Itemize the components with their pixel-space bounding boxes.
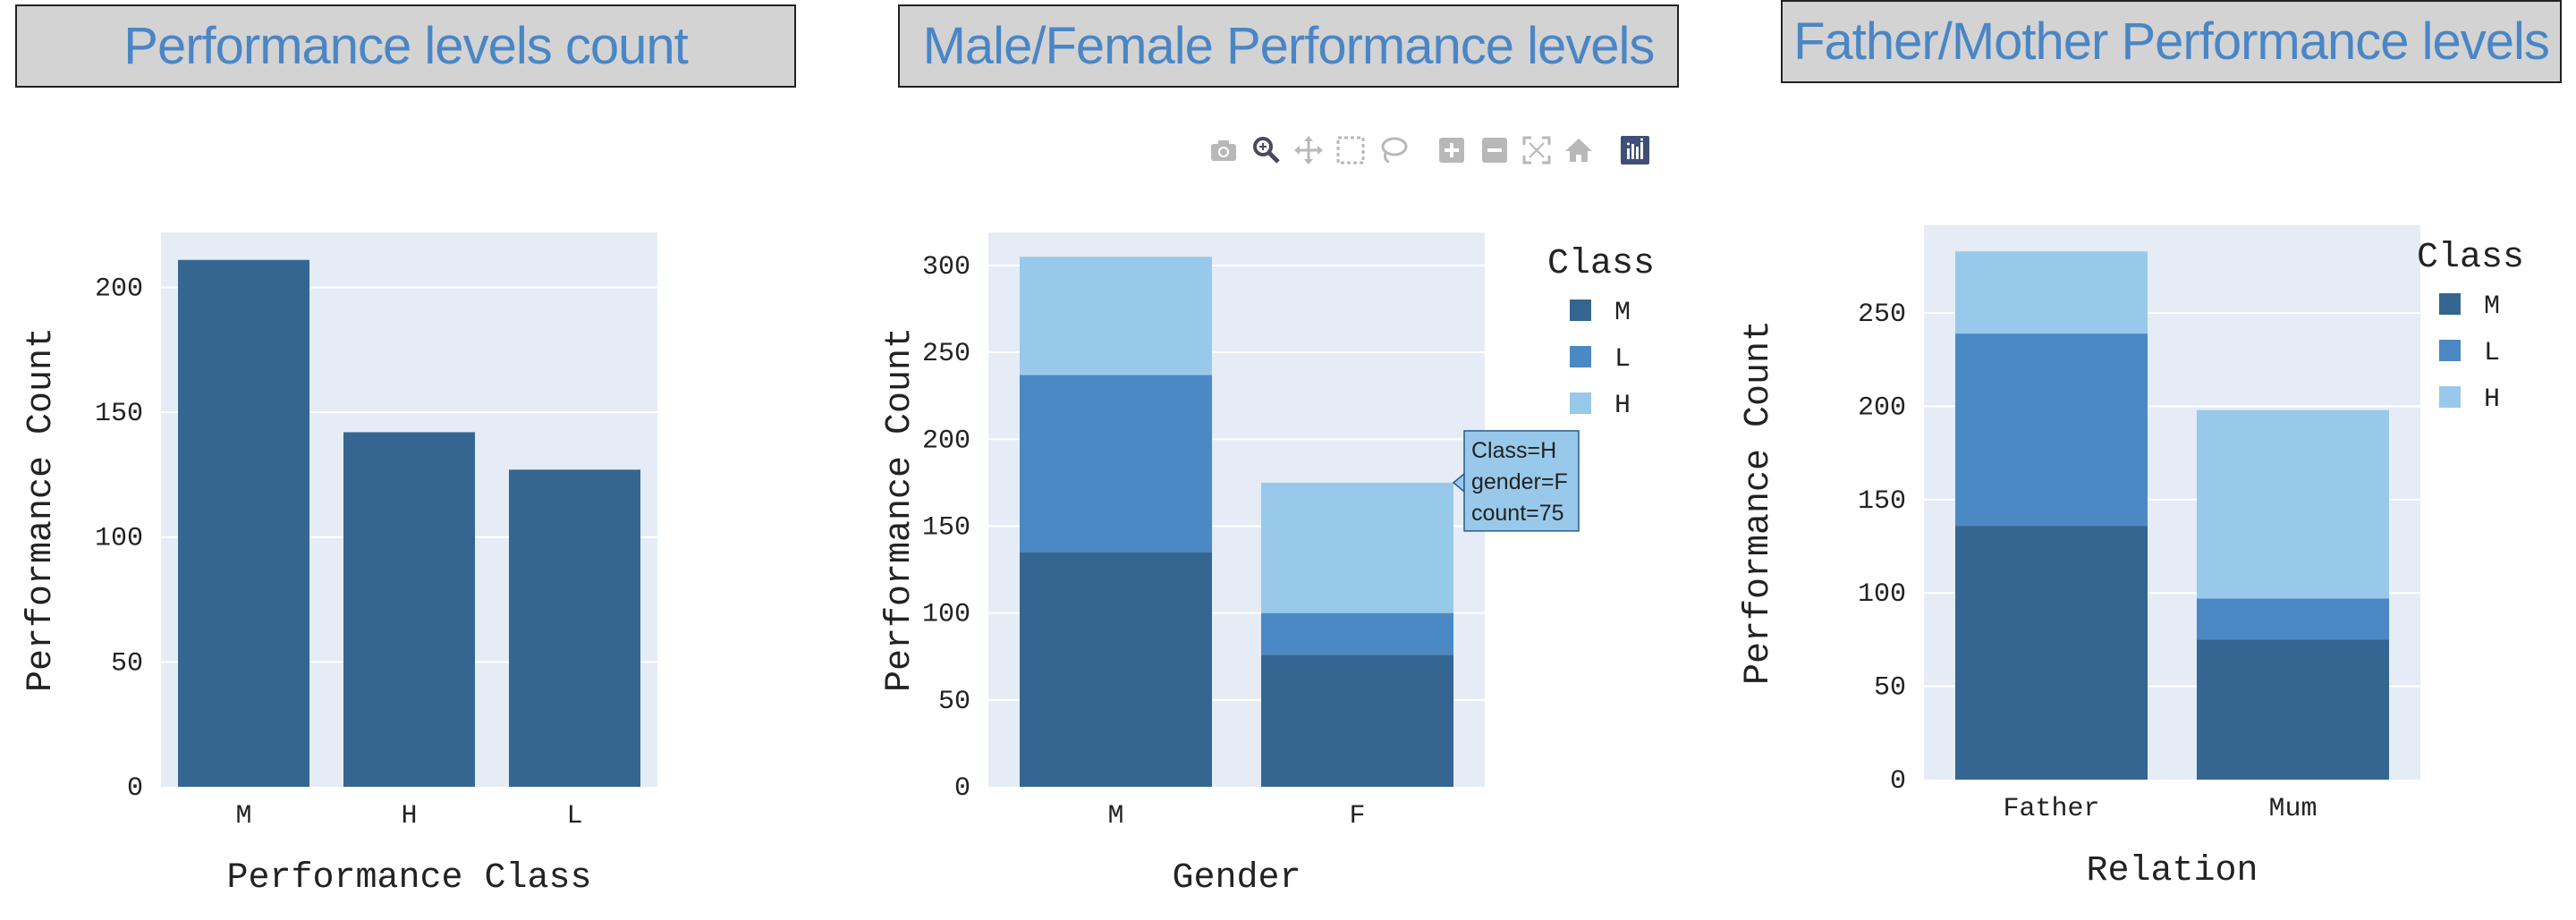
legend-title: Class [1547,244,1655,284]
legend-swatch-L [1570,346,1591,367]
y-tick-label: 150 [1858,486,1906,517]
bar [343,432,475,787]
chart-title: Performance levels count [15,4,796,88]
y-axis-title: Performance Count [21,327,62,692]
chart-title: Male/Female Performance levels [898,4,1679,88]
y-tick-label: 0 [1890,766,1906,797]
chart-panel-3: Father/Mother Performance levels 0 50 100 1… [1717,0,2576,920]
reset-axes-icon[interactable] [1561,132,1597,168]
x-tick-label: L [566,801,582,831]
x-axis-title: Gender [1172,858,1301,899]
bar-segment-H [1020,257,1212,376]
legend-label: M [1614,298,1631,328]
x-tick-label: F [1349,801,1365,831]
y-tick-label: 200 [922,426,970,456]
legend-label: H [2484,384,2500,415]
y-tick-label: 200 [95,274,143,304]
hover-label-line: Class=H [1471,438,1556,463]
y-tick-label: 0 [127,773,143,804]
legend-swatch-L [2439,340,2461,361]
modebar [1206,132,1653,168]
x-tick-label: H [401,801,417,831]
bar-segment-M [1955,526,2148,780]
x-tick-label: Mum [2268,794,2317,824]
chart-plot-area[interactable]: 0 50 100 150 200 250 Father Mum Relation Performa… [1717,0,2576,920]
x-tick-label: M [1107,801,1123,831]
bar-segment-M [2197,639,2389,780]
y-tick-label: 100 [1858,579,1906,610]
y-tick-label: 150 [922,512,970,543]
hover-label-line: count=75 [1471,501,1564,526]
bar-segment-M [1020,552,1212,787]
y-axis-title: Performance Count [880,327,920,692]
bar-segment-L [1955,333,2148,527]
hover-label [1463,430,1580,532]
pan-icon[interactable] [1291,132,1326,168]
x-tick-label: M [235,801,251,831]
chart-title: Father/Mother Performance levels [1781,0,2562,83]
zoom-icon[interactable] [1249,132,1284,168]
y-tick-label: 50 [1874,673,1906,704]
chart-panel-1: Performance levels count 0 50 100 150 200 M H L… [0,0,859,920]
bar-segment-M [1261,654,1453,787]
bar-segment-H [1261,482,1453,613]
zoom-in-icon[interactable] [1434,132,1470,168]
legend-label: H [1614,391,1631,421]
chart-panel-2: Male/Female Performance levels [859,0,1717,920]
y-tick-label: 100 [922,600,970,630]
bar-segment-H [1955,251,2148,334]
camera-icon[interactable] [1206,132,1241,168]
legend-swatch-M [1570,300,1591,321]
legend-label: L [1614,344,1631,375]
bar [178,259,309,788]
bar-segment-H [2197,409,2389,599]
y-tick-label: 250 [1858,300,1906,330]
hover-label-line: gender=F [1471,469,1568,494]
zoom-out-icon[interactable] [1477,132,1513,168]
chart-plot-area[interactable]: 0 50 100 150 200 250 300 M F Gender Performance Co… [859,0,1717,920]
legend-label: M [2484,291,2500,322]
bar-segment-L [1261,612,1453,655]
y-tick-label: 50 [938,687,970,717]
plotly-logo-icon[interactable] [1617,132,1653,168]
x-axis-title: Performance Class [226,858,591,899]
x-axis-title: Relation [2086,851,2258,891]
y-tick-label: 150 [95,399,143,429]
box-select-icon[interactable] [1333,132,1368,168]
bar-segment-L [1020,375,1212,553]
x-tick-label: Father [2003,794,2099,824]
y-tick-label: 300 [922,252,970,283]
y-tick-label: 100 [95,524,143,554]
legend-swatch-H [2439,386,2461,408]
lasso-select-icon[interactable] [1376,132,1411,168]
y-tick-label: 250 [922,339,970,369]
legend-label: L [2484,338,2500,368]
y-axis-title: Performance Count [1739,320,1779,685]
legend-title: Class [2417,238,2524,278]
chart-plot-area[interactable]: 0 50 100 150 200 M H L Performance Class Performa… [0,0,859,920]
bar-segment-L [2197,598,2389,640]
legend-swatch-M [2439,293,2461,315]
y-tick-label: 50 [111,648,143,679]
autoscale-icon[interactable] [1519,132,1555,168]
y-tick-label: 0 [954,773,970,804]
bar [509,469,640,787]
y-tick-label: 200 [1858,392,1906,423]
legend-swatch-H [1570,392,1591,414]
